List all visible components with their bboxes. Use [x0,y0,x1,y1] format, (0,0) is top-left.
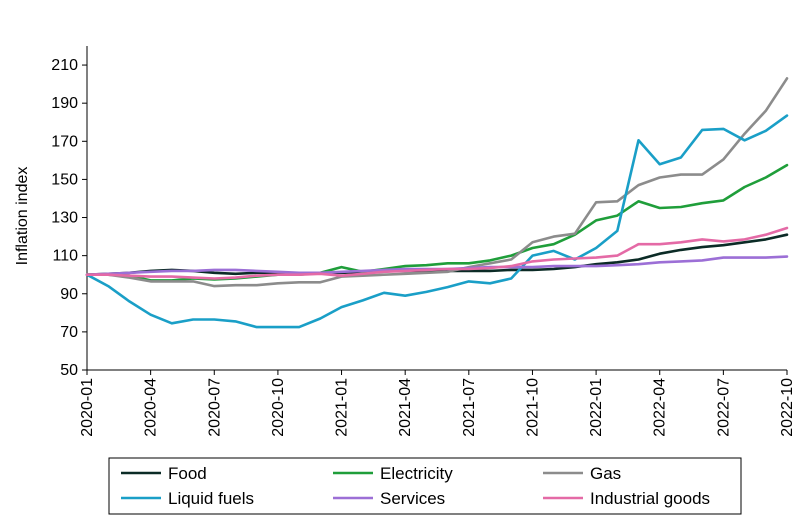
x-tick-label: 2020-04 [143,378,160,437]
y-tick-label: 90 [60,286,78,303]
x-tick-label: 2021-01 [334,378,351,437]
legend-label-gas: Gas [590,464,621,483]
legend-label-food: Food [168,464,207,483]
series-line-gas [85,77,789,288]
x-tick-label: 2021-10 [524,378,541,437]
y-tick-label: 70 [60,324,78,341]
y-tick-label: 110 [52,248,78,265]
y-tick-label: 50 [60,362,78,379]
x-tick-label: 2022-01 [588,378,605,437]
x-tick-label: 2021-04 [397,378,414,437]
x-tick-label: 2021-07 [461,378,478,437]
y-tick-label: 130 [51,210,78,227]
y-tick-label: 190 [51,95,78,112]
series-line-liquid-fuels [85,114,789,329]
x-tick-label: 2022-10 [779,378,796,437]
y-tick-label: 170 [51,133,78,150]
legend-label-industrial-goods: Industrial goods [590,489,710,508]
legend: Food Electricity Gas Liquid fuels Services In… [108,457,742,515]
x-tick-label: 2020-10 [270,378,287,437]
x-axis: 2020-01 2020-04 2020-07 2020-10 2021-01 2021-… [79,369,796,437]
series-line-industrial-goods [85,226,789,280]
legend-label-services: Services [380,489,445,508]
x-tick-label: 2020-01 [79,378,96,437]
series-line-food [85,233,789,277]
series-line-electricity [85,163,789,282]
y-axis-title: Inflation index [14,167,31,266]
x-tick-label: 2022-04 [652,378,669,437]
x-tick-label: 2022-07 [715,378,732,437]
series-lines [85,77,789,329]
y-tick-label: 150 [51,171,78,188]
x-tick-label: 2020-07 [206,378,223,437]
y-axis: 50 70 90 110 130 150 170 190 210 [51,46,88,379]
y-tick-label: 210 [51,57,78,74]
legend-box [108,457,742,515]
legend-label-electricity: Electricity [380,464,453,483]
legend-label-liquid-fuels: Liquid fuels [168,489,254,508]
